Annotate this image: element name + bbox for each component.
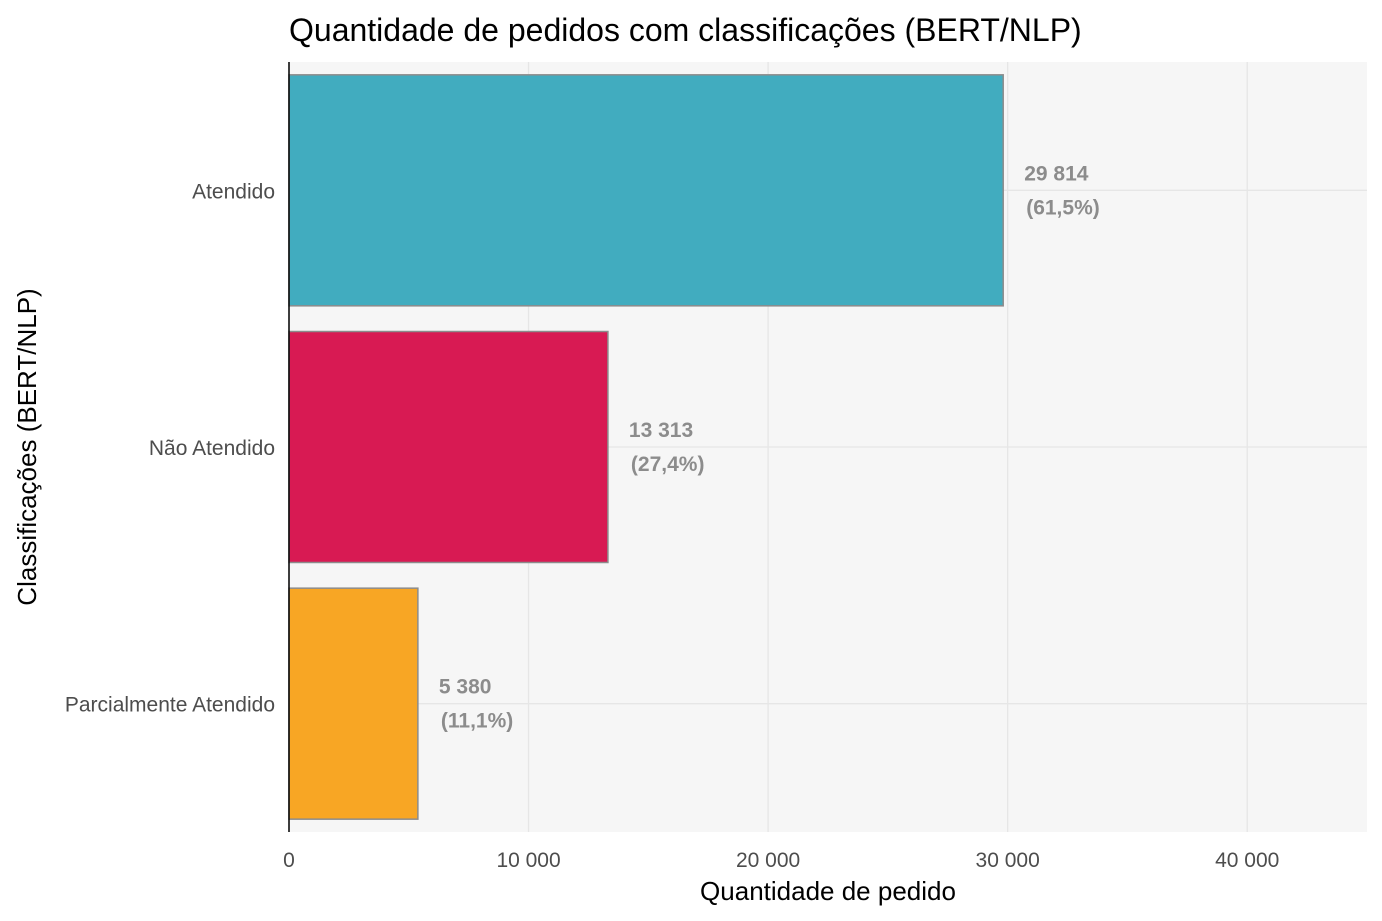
x-tick-label: 40 000	[1215, 849, 1279, 872]
x-tick-label: 20 000	[736, 849, 800, 872]
y-tick-label: Não Atendido	[149, 437, 275, 460]
chart-title: Quantidade de pedidos com classificações…	[289, 12, 1082, 48]
bar	[288, 587, 419, 820]
x-tick-label: 30 000	[976, 849, 1040, 872]
bar	[288, 330, 609, 564]
x-axis-title: Quantidade de pedido	[700, 876, 956, 906]
y-axis-title: Classificações (BERT/NLP)	[12, 288, 42, 605]
data-label-count: 5 380	[439, 676, 492, 699]
data-label-percent: (27,4%)	[631, 453, 705, 476]
x-tick-label: 10 000	[496, 849, 560, 872]
data-label-count: 29 814	[1024, 162, 1089, 185]
x-tick-label: 0	[283, 849, 295, 872]
data-labels: 29 814 (61,5%) 13 313 (27,4%) 5 380 (11,1%)	[439, 162, 1100, 732]
data-label-percent: (11,1%)	[441, 710, 513, 733]
y-tick-labels: Atendido Não Atendido Parcialmente Atendid…	[65, 180, 275, 716]
bar	[288, 74, 1004, 307]
y-tick-label: Atendido	[192, 180, 275, 203]
x-tick-labels: 0 10 000 20 000 30 000 40 000	[283, 849, 1279, 872]
data-label-percent: (61,5%)	[1026, 196, 1100, 219]
data-label-count: 13 313	[629, 419, 693, 442]
y-tick-label: Parcialmente Atendido	[65, 694, 275, 717]
